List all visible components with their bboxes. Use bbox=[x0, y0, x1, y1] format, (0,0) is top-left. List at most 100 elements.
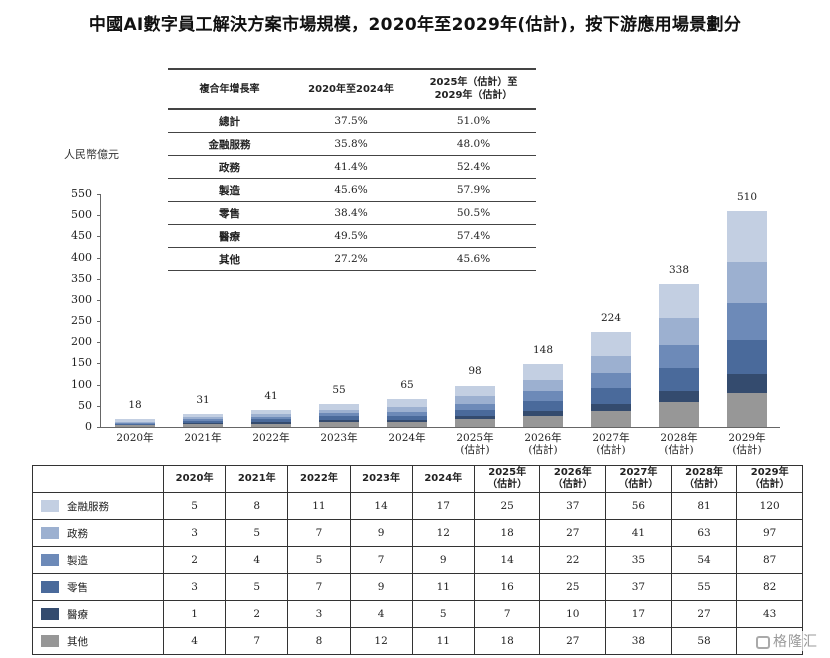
y-tick-mark bbox=[97, 363, 101, 365]
series-name: 醫療 bbox=[67, 608, 88, 621]
data-table-cell: 7 bbox=[349, 546, 413, 574]
bar-segment bbox=[523, 364, 563, 380]
data-table-cell: 12 bbox=[349, 627, 413, 655]
bar-segment bbox=[115, 425, 155, 427]
data-table-cell: 7 bbox=[287, 573, 351, 601]
stacked-bar bbox=[455, 385, 495, 427]
x-tick-label-line1: 2028年 bbox=[660, 432, 698, 444]
cagr-forecast-value: 52.4% bbox=[456, 161, 491, 173]
legend-cell: 製造 bbox=[32, 546, 164, 574]
data-table-cell: 37 bbox=[605, 573, 672, 601]
data-table-cell: 7 bbox=[287, 519, 351, 547]
stacked-bar bbox=[523, 364, 563, 427]
data-table-year-header: 2023年 bbox=[349, 465, 413, 493]
data-table-row: 零售 3 5 7 9 11 16 25 37 55 82 bbox=[32, 573, 803, 601]
series-name: 製造 bbox=[67, 554, 88, 567]
year-header-line1: 2026年 bbox=[553, 467, 592, 478]
x-tick-label: 2023年 bbox=[309, 432, 369, 444]
bar-segment bbox=[727, 392, 767, 427]
bar-segment bbox=[727, 302, 767, 340]
bar-segment bbox=[319, 413, 359, 417]
stacked-bar bbox=[115, 419, 155, 427]
bar-segment bbox=[387, 411, 427, 416]
cagr-forecast-value: 57.9% bbox=[456, 184, 491, 196]
x-tick-label-line1: 2027年 bbox=[592, 432, 630, 444]
y-tick-mark bbox=[97, 215, 101, 217]
bar-segment bbox=[727, 374, 767, 393]
bar-segment bbox=[659, 402, 699, 427]
cagr-header-label: 複合年增長率 bbox=[199, 83, 260, 95]
stacked-bar-chart: 人民幣億元 0 50 100 150 200 250 300 350 400 450 500 550 … bbox=[64, 148, 780, 456]
data-table-year-header: 2022年 bbox=[287, 465, 351, 493]
bar-segment bbox=[455, 419, 495, 427]
data-table-cell: 16 bbox=[473, 573, 541, 601]
bar-total-label: 98 bbox=[468, 365, 482, 378]
x-tick-label-line1: 2021年 bbox=[184, 432, 222, 444]
bar-segment bbox=[523, 379, 563, 392]
watermark-logo-icon bbox=[756, 635, 770, 649]
y-tick-mark bbox=[97, 194, 101, 195]
bar-segment bbox=[523, 391, 563, 401]
stacked-bar bbox=[727, 210, 767, 427]
y-tick-mark bbox=[97, 278, 101, 280]
cagr-row-label: 總計 bbox=[219, 115, 240, 128]
legend-swatch-icon bbox=[41, 527, 59, 539]
cagr-historical-value: 27.2% bbox=[334, 253, 368, 265]
data-table-cell: 11 bbox=[287, 492, 351, 520]
cagr-historical-value: 38.4% bbox=[334, 207, 368, 219]
bar-segment bbox=[591, 373, 631, 389]
bar-segment bbox=[319, 403, 359, 410]
x-tick-label-line2: (估計) bbox=[460, 444, 490, 456]
data-table-header-row: 2020年 2021年 2022年 2023年 2024年 2025年 （估計） 2026年（… bbox=[32, 465, 803, 493]
bar-total-label: 65 bbox=[400, 379, 414, 392]
data-table-row: 其他 4 7 8 12 11 18 27 38 58 bbox=[32, 627, 803, 655]
cagr-forecast-value: 48.0% bbox=[456, 138, 491, 150]
year-header-line2: （估計） bbox=[684, 479, 725, 490]
data-table-cell: 82 bbox=[736, 573, 803, 601]
cagr-forecast-value: 50.5% bbox=[456, 207, 491, 219]
bar-total-label: 338 bbox=[668, 263, 690, 276]
legend-swatch-icon bbox=[41, 608, 59, 620]
cagr-row: 醫療 49.5% 57.4% bbox=[168, 225, 536, 248]
bar-total-label: 148 bbox=[532, 344, 554, 357]
year-header-line1: 2021年 bbox=[237, 473, 276, 484]
bar-segment bbox=[387, 415, 427, 421]
cagr-header-forecast-line2: 2029年（估計） bbox=[434, 90, 513, 101]
year-header-line1: 2022年 bbox=[300, 473, 338, 484]
legend-swatch-icon bbox=[41, 581, 59, 593]
year-header-line1: 2027年 bbox=[619, 467, 658, 478]
year-header-line1: 2020年 bbox=[175, 473, 214, 484]
y-tick-mark bbox=[97, 257, 101, 259]
data-table-cell: 87 bbox=[736, 546, 803, 574]
y-tick-label: 0 bbox=[85, 420, 92, 433]
x-tick-label-line2: (估計) bbox=[664, 444, 694, 456]
stacked-bar bbox=[183, 413, 223, 427]
bar-segment bbox=[387, 406, 427, 412]
bar-total-label: 224 bbox=[600, 312, 622, 325]
x-tick-label: 2021年 bbox=[173, 432, 233, 444]
data-table-cell: 7 bbox=[225, 627, 289, 655]
bar-segment bbox=[183, 417, 223, 420]
data-table-cell: 97 bbox=[736, 519, 803, 547]
bar-segment bbox=[115, 419, 155, 422]
data-table-cell: 35 bbox=[605, 546, 672, 574]
cagr-row: 總計 37.5% 51.0% bbox=[168, 109, 536, 133]
y-tick-mark bbox=[97, 321, 101, 323]
data-table-cell: 58 bbox=[670, 627, 738, 655]
bar-segment bbox=[183, 421, 223, 424]
bar-segment bbox=[319, 421, 359, 427]
x-tick-label-line1: 2025年 bbox=[456, 432, 494, 444]
data-table-year-header: 2021年 bbox=[225, 465, 289, 493]
bar-segment bbox=[251, 414, 291, 418]
bar-total-label: 510 bbox=[736, 190, 758, 203]
year-header-line2: （估計） bbox=[618, 479, 659, 490]
bar-segment bbox=[183, 424, 223, 427]
series-name: 政務 bbox=[67, 527, 88, 540]
bar-segment bbox=[455, 403, 495, 410]
x-tick-label-line1: 2029年 bbox=[728, 432, 766, 444]
x-tick-label: 2027年 (估計) bbox=[581, 432, 641, 456]
y-tick-label: 400 bbox=[71, 250, 92, 264]
data-table-cell: 9 bbox=[411, 546, 475, 574]
data-table-cell: 2 bbox=[162, 546, 227, 574]
bar-segment bbox=[455, 396, 495, 404]
